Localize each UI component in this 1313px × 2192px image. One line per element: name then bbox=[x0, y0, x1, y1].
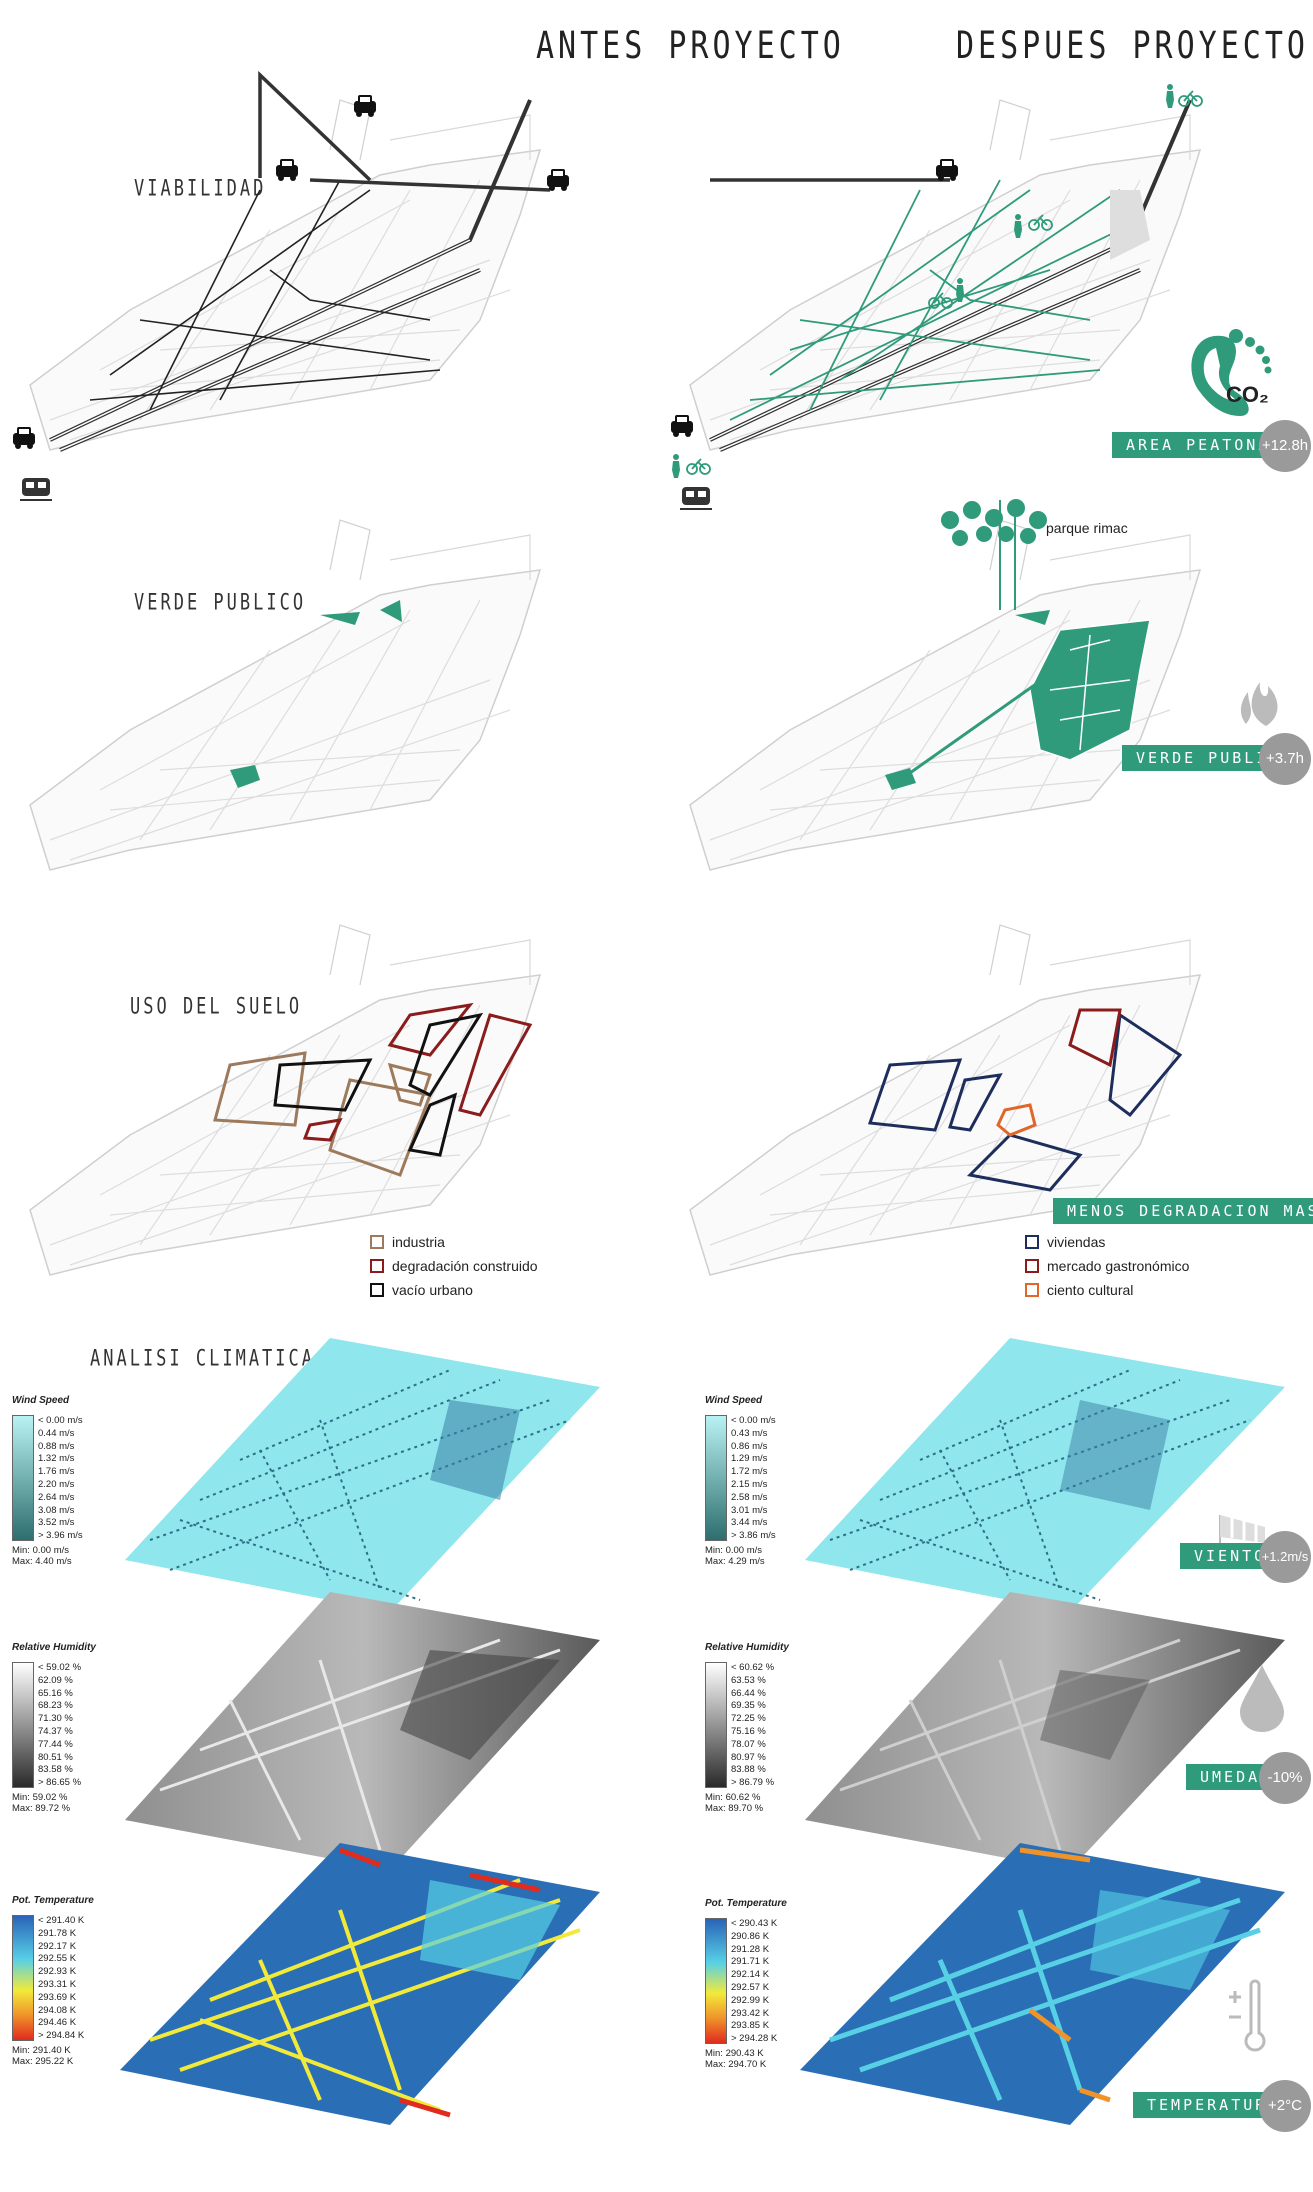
badge-umedad-value: -10% bbox=[1259, 1752, 1311, 1804]
trees-icon bbox=[941, 499, 1047, 546]
badge-temperaturas-value: +2°C bbox=[1259, 2080, 1311, 2132]
scale-bar bbox=[12, 1415, 34, 1541]
verde-before-map bbox=[29, 519, 541, 871]
scale-bar bbox=[705, 1918, 727, 2044]
legend-swatch bbox=[1025, 1283, 1039, 1297]
legend-item-viviendas: viviendas bbox=[1025, 1230, 1189, 1254]
badge-viento-value: +1.2m/s bbox=[1259, 1531, 1311, 1583]
legend-swatch bbox=[370, 1259, 384, 1273]
viabilidad-after-map bbox=[689, 99, 1201, 452]
humidity-after-map bbox=[805, 1592, 1285, 1870]
humidity-before-map bbox=[125, 1592, 600, 1870]
scale-ticks: < 59.02 % 62.09 % 65.16 % 68.23 % 71.30 % 74.… bbox=[38, 1662, 82, 1789]
badge-servicios: MENOS DEGRADACION MAS SERVICIOS bbox=[1053, 1198, 1313, 1224]
park-label: parque rimac bbox=[1046, 520, 1128, 536]
header-before: ANTES PROYECTO bbox=[536, 24, 845, 68]
section-uso: USO DEL SUELO bbox=[130, 994, 303, 1020]
temperature-after-map bbox=[800, 1843, 1285, 2125]
legend-item-cultural: ciento cultural bbox=[1025, 1278, 1189, 1302]
scale-temperature-before: Pot. Temperature < 291.40 K 291.78 K 292.1… bbox=[12, 1895, 94, 2067]
legend-item-vacio: vacío urbano bbox=[370, 1278, 538, 1302]
badge-verde-publico-value: +3.7h bbox=[1259, 733, 1311, 785]
legend-swatch bbox=[1025, 1259, 1039, 1273]
header-after: DESPUES PROYECTO bbox=[956, 24, 1309, 68]
legend-item-industria: industria bbox=[370, 1230, 538, 1254]
wind-after-map bbox=[805, 1338, 1285, 1612]
verde-after-map bbox=[689, 500, 1201, 871]
scale-bar bbox=[705, 1415, 727, 1541]
scale-ticks: < 0.00 m/s 0.43 m/s 0.86 m/s 1.29 m/s 1.72 m… bbox=[731, 1415, 776, 1542]
scale-humidity-before: Relative Humidity < 59.02 % 62.09 % 65.16 … bbox=[12, 1642, 96, 1814]
drop-icon bbox=[1240, 1665, 1284, 1732]
scale-ticks: < 60.62 % 63.53 % 66.44 % 69.35 % 72.25 % 75.… bbox=[731, 1662, 775, 1789]
badge-umedad: UMEDAD bbox=[1186, 1764, 1270, 1790]
wind-before-map bbox=[125, 1338, 600, 1612]
uso-after-map bbox=[689, 924, 1201, 1276]
scale-bar bbox=[705, 1662, 727, 1788]
legend-swatch bbox=[1025, 1235, 1039, 1249]
scale-bar bbox=[12, 1915, 34, 2041]
badge-viento: VIENTO bbox=[1180, 1543, 1270, 1569]
scale-ticks: < 0.00 m/s 0.44 m/s 0.88 m/s 1.32 m/s 1.76 m… bbox=[38, 1415, 83, 1542]
badge-temperaturas: TEMPERATURAS bbox=[1133, 2092, 1288, 2118]
thermometer-icon bbox=[1229, 1979, 1266, 2052]
scale-bar bbox=[12, 1662, 34, 1788]
legend-item-degradacion: degradación construido bbox=[370, 1254, 538, 1278]
scale-humidity-after: Relative Humidity < 60.62 % 63.53 % 66.44 … bbox=[705, 1642, 789, 1814]
flame-icon bbox=[1240, 682, 1278, 726]
scale-ticks: < 291.40 K 291.78 K 292.17 K 292.55 K 292.93… bbox=[38, 1915, 85, 2042]
badge-verde-publico: VERDE PUBLICO bbox=[1122, 745, 1289, 771]
windsock-icon bbox=[1219, 1515, 1265, 1555]
legend-swatch bbox=[370, 1235, 384, 1249]
footprint-icon bbox=[1191, 329, 1272, 416]
scale-wind-after: Wind Speed < 0.00 m/s 0.43 m/s 0.86 m/s 1.2… bbox=[705, 1395, 776, 1567]
badge-area-peatonal-value: +12.8h bbox=[1259, 420, 1311, 472]
co2-label: CO₂ bbox=[1226, 382, 1269, 407]
legend-item-mercado: mercado gastronómico bbox=[1025, 1254, 1189, 1278]
section-viabilidad: VIABILIDAD bbox=[134, 176, 267, 202]
scale-ticks: < 290.43 K 290.86 K 291.28 K 291.71 K 292.14… bbox=[731, 1918, 778, 2045]
section-verde: VERDE PUBLICO bbox=[134, 590, 307, 616]
scale-temperature-after: Pot. Temperature < 290.43 K 290.86 K 291.2… bbox=[705, 1898, 787, 2070]
badge-area-peatonal: AREA PEATONAL bbox=[1112, 432, 1279, 458]
uso-before-map bbox=[29, 924, 541, 1276]
legend-swatch bbox=[370, 1283, 384, 1297]
section-clima: ANALISI CLIMATICA bbox=[90, 1346, 315, 1372]
viabilidad-before-map bbox=[29, 70, 551, 452]
legend-before: industria degradación construido vacío u… bbox=[370, 1230, 538, 1302]
legend-after: viviendas mercado gastronómico ciento cu… bbox=[1025, 1230, 1189, 1302]
scale-wind-before: Wind Speed < 0.00 m/s 0.44 m/s 0.88 m/s 1.3… bbox=[12, 1395, 83, 1567]
temperature-before-map bbox=[120, 1843, 600, 2125]
